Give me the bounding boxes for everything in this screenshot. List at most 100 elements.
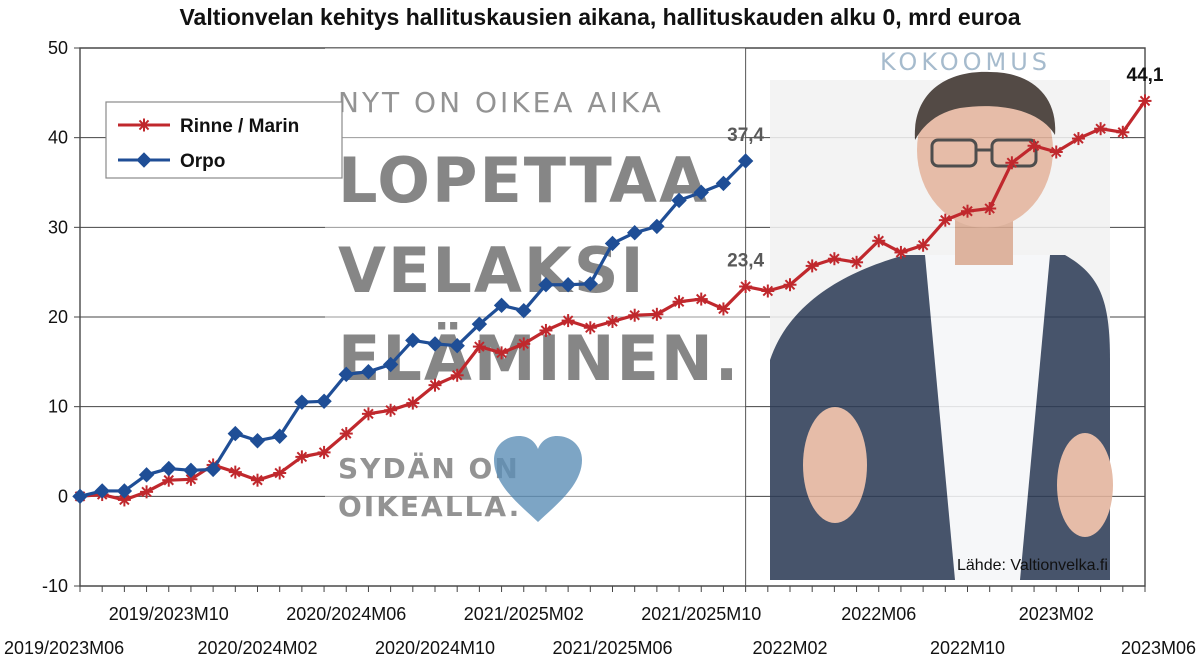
asterisk-point — [1071, 132, 1085, 146]
glasses-left — [930, 138, 978, 168]
series-orpo — [72, 153, 754, 505]
asterisk-point — [228, 465, 242, 479]
diamond-point — [271, 428, 288, 444]
heart-icon — [494, 436, 582, 522]
y-tick-label: 10 — [48, 397, 68, 417]
x-tick-label: 2019/2023M10 — [109, 604, 229, 624]
asterisk-point — [561, 314, 575, 328]
ad-slogan-1: SYDÄN ON — [338, 451, 520, 485]
x-tick-label: 2022M02 — [752, 638, 827, 658]
diamond-point — [72, 488, 88, 505]
diamond-point — [538, 277, 554, 293]
y-tick-label: 20 — [48, 307, 68, 327]
diamond-point — [560, 277, 576, 293]
campaign-overlay: KOKOOMUS NYT ON OIKEA AIKA LOPETTAA VELA… — [325, 48, 1113, 580]
asterisk-point — [140, 485, 154, 499]
asterisk-point — [761, 284, 775, 298]
asterisk-point — [850, 255, 864, 269]
y-tick-label: -10 — [42, 576, 68, 596]
x-axis: 2019/2023M06 2019/2023M10 2020/2024M02 2020… — [4, 586, 1196, 658]
diamond-point — [693, 184, 709, 201]
asterisk-point — [1027, 139, 1041, 153]
asterisk-point — [694, 292, 708, 306]
chart-title: Valtionvelan kehitys hallituskausien aik… — [179, 4, 1021, 30]
asterisk-point — [384, 403, 398, 417]
x-tick-label: 2019/2023M06 — [4, 638, 124, 658]
asterisk-point — [739, 280, 753, 294]
asterisk-point — [251, 473, 264, 487]
asterisk-point — [872, 234, 886, 248]
left-hand — [803, 407, 867, 523]
diamond-point — [405, 332, 421, 349]
y-tick-label: 40 — [48, 128, 68, 148]
legend-marker — [137, 118, 151, 132]
x-tick-label: 2021/2025M02 — [464, 604, 584, 624]
y-axis: -10 0 10 20 30 40 50 — [42, 38, 80, 596]
asterisk-point — [184, 472, 198, 486]
y-tick-label: 0 — [58, 486, 68, 506]
data-label: 37,4 — [727, 125, 764, 146]
asterisk-point — [716, 302, 730, 316]
asterisk-point — [273, 466, 287, 480]
diamond-point — [138, 467, 155, 483]
x-tick-label: 2021/2025M06 — [552, 638, 672, 658]
asterisk-point — [961, 204, 974, 218]
x-tick-label: 2020/2024M06 — [286, 604, 406, 624]
x-tick-label: 2021/2025M10 — [641, 604, 761, 624]
shirt — [925, 255, 1050, 580]
data-label: 44,1 — [1127, 65, 1164, 86]
asterisk-point — [606, 314, 619, 328]
asterisk-point — [983, 202, 997, 216]
legend: Rinne / Marin Orpo — [105, 101, 343, 179]
diamond-point — [294, 394, 310, 410]
diamond-point — [516, 303, 532, 319]
x-tick-label: 2022M10 — [930, 638, 1005, 658]
ad-headline-1: LOPETTAA — [338, 144, 709, 217]
asterisk-point — [805, 259, 819, 273]
asterisk-point — [1116, 125, 1130, 139]
diamond-point — [671, 192, 687, 209]
asterisk-point — [1138, 94, 1152, 108]
asterisk-point — [894, 245, 908, 259]
x-tick-label: 2020/2024M10 — [375, 638, 495, 658]
y-tick-label: 50 — [48, 38, 68, 58]
politician-photo — [770, 71, 1113, 580]
diamond-point — [183, 462, 199, 479]
asterisk-point — [295, 450, 309, 464]
y-tick-label: 30 — [48, 217, 68, 237]
diamond-point — [94, 483, 110, 499]
legend-label: Orpo — [180, 151, 225, 172]
asterisk-point — [472, 340, 486, 354]
asterisk-point — [406, 396, 420, 410]
asterisk-point — [827, 252, 841, 266]
ad-slogan-2: OIKEALLA. — [338, 490, 521, 523]
asterisk-point — [672, 295, 686, 309]
legend-marker — [136, 152, 152, 168]
diamond-point — [626, 225, 643, 241]
asterisk-point — [517, 337, 531, 351]
right-hand — [1057, 433, 1113, 537]
asterisk-point — [450, 368, 464, 382]
data-labels: 37,4 23,4 44,1 — [727, 65, 1164, 272]
legend-items: Rinne / Marin Orpo — [118, 116, 299, 172]
x-tick-label: 2023M02 — [1019, 604, 1094, 624]
diamond-point — [449, 337, 465, 354]
diamond-point — [427, 336, 443, 352]
diamond-point — [360, 363, 377, 380]
diamond-point — [604, 235, 621, 252]
legend-label: Rinne / Marin — [180, 116, 299, 137]
legend-item: Orpo — [118, 151, 225, 172]
asterisk-point — [539, 323, 553, 337]
asterisk-point — [495, 346, 509, 360]
series-layer — [72, 94, 1152, 507]
diamond-point — [338, 366, 354, 383]
asterisk-point — [1094, 122, 1108, 136]
diamond-point — [737, 153, 754, 169]
hair — [914, 71, 1056, 140]
party-logo-text: KOKOOMUS — [880, 48, 1051, 76]
asterisk-point — [650, 307, 664, 321]
diamond-point — [493, 297, 510, 314]
diamond-point — [382, 356, 399, 373]
diamond-point — [249, 433, 266, 449]
